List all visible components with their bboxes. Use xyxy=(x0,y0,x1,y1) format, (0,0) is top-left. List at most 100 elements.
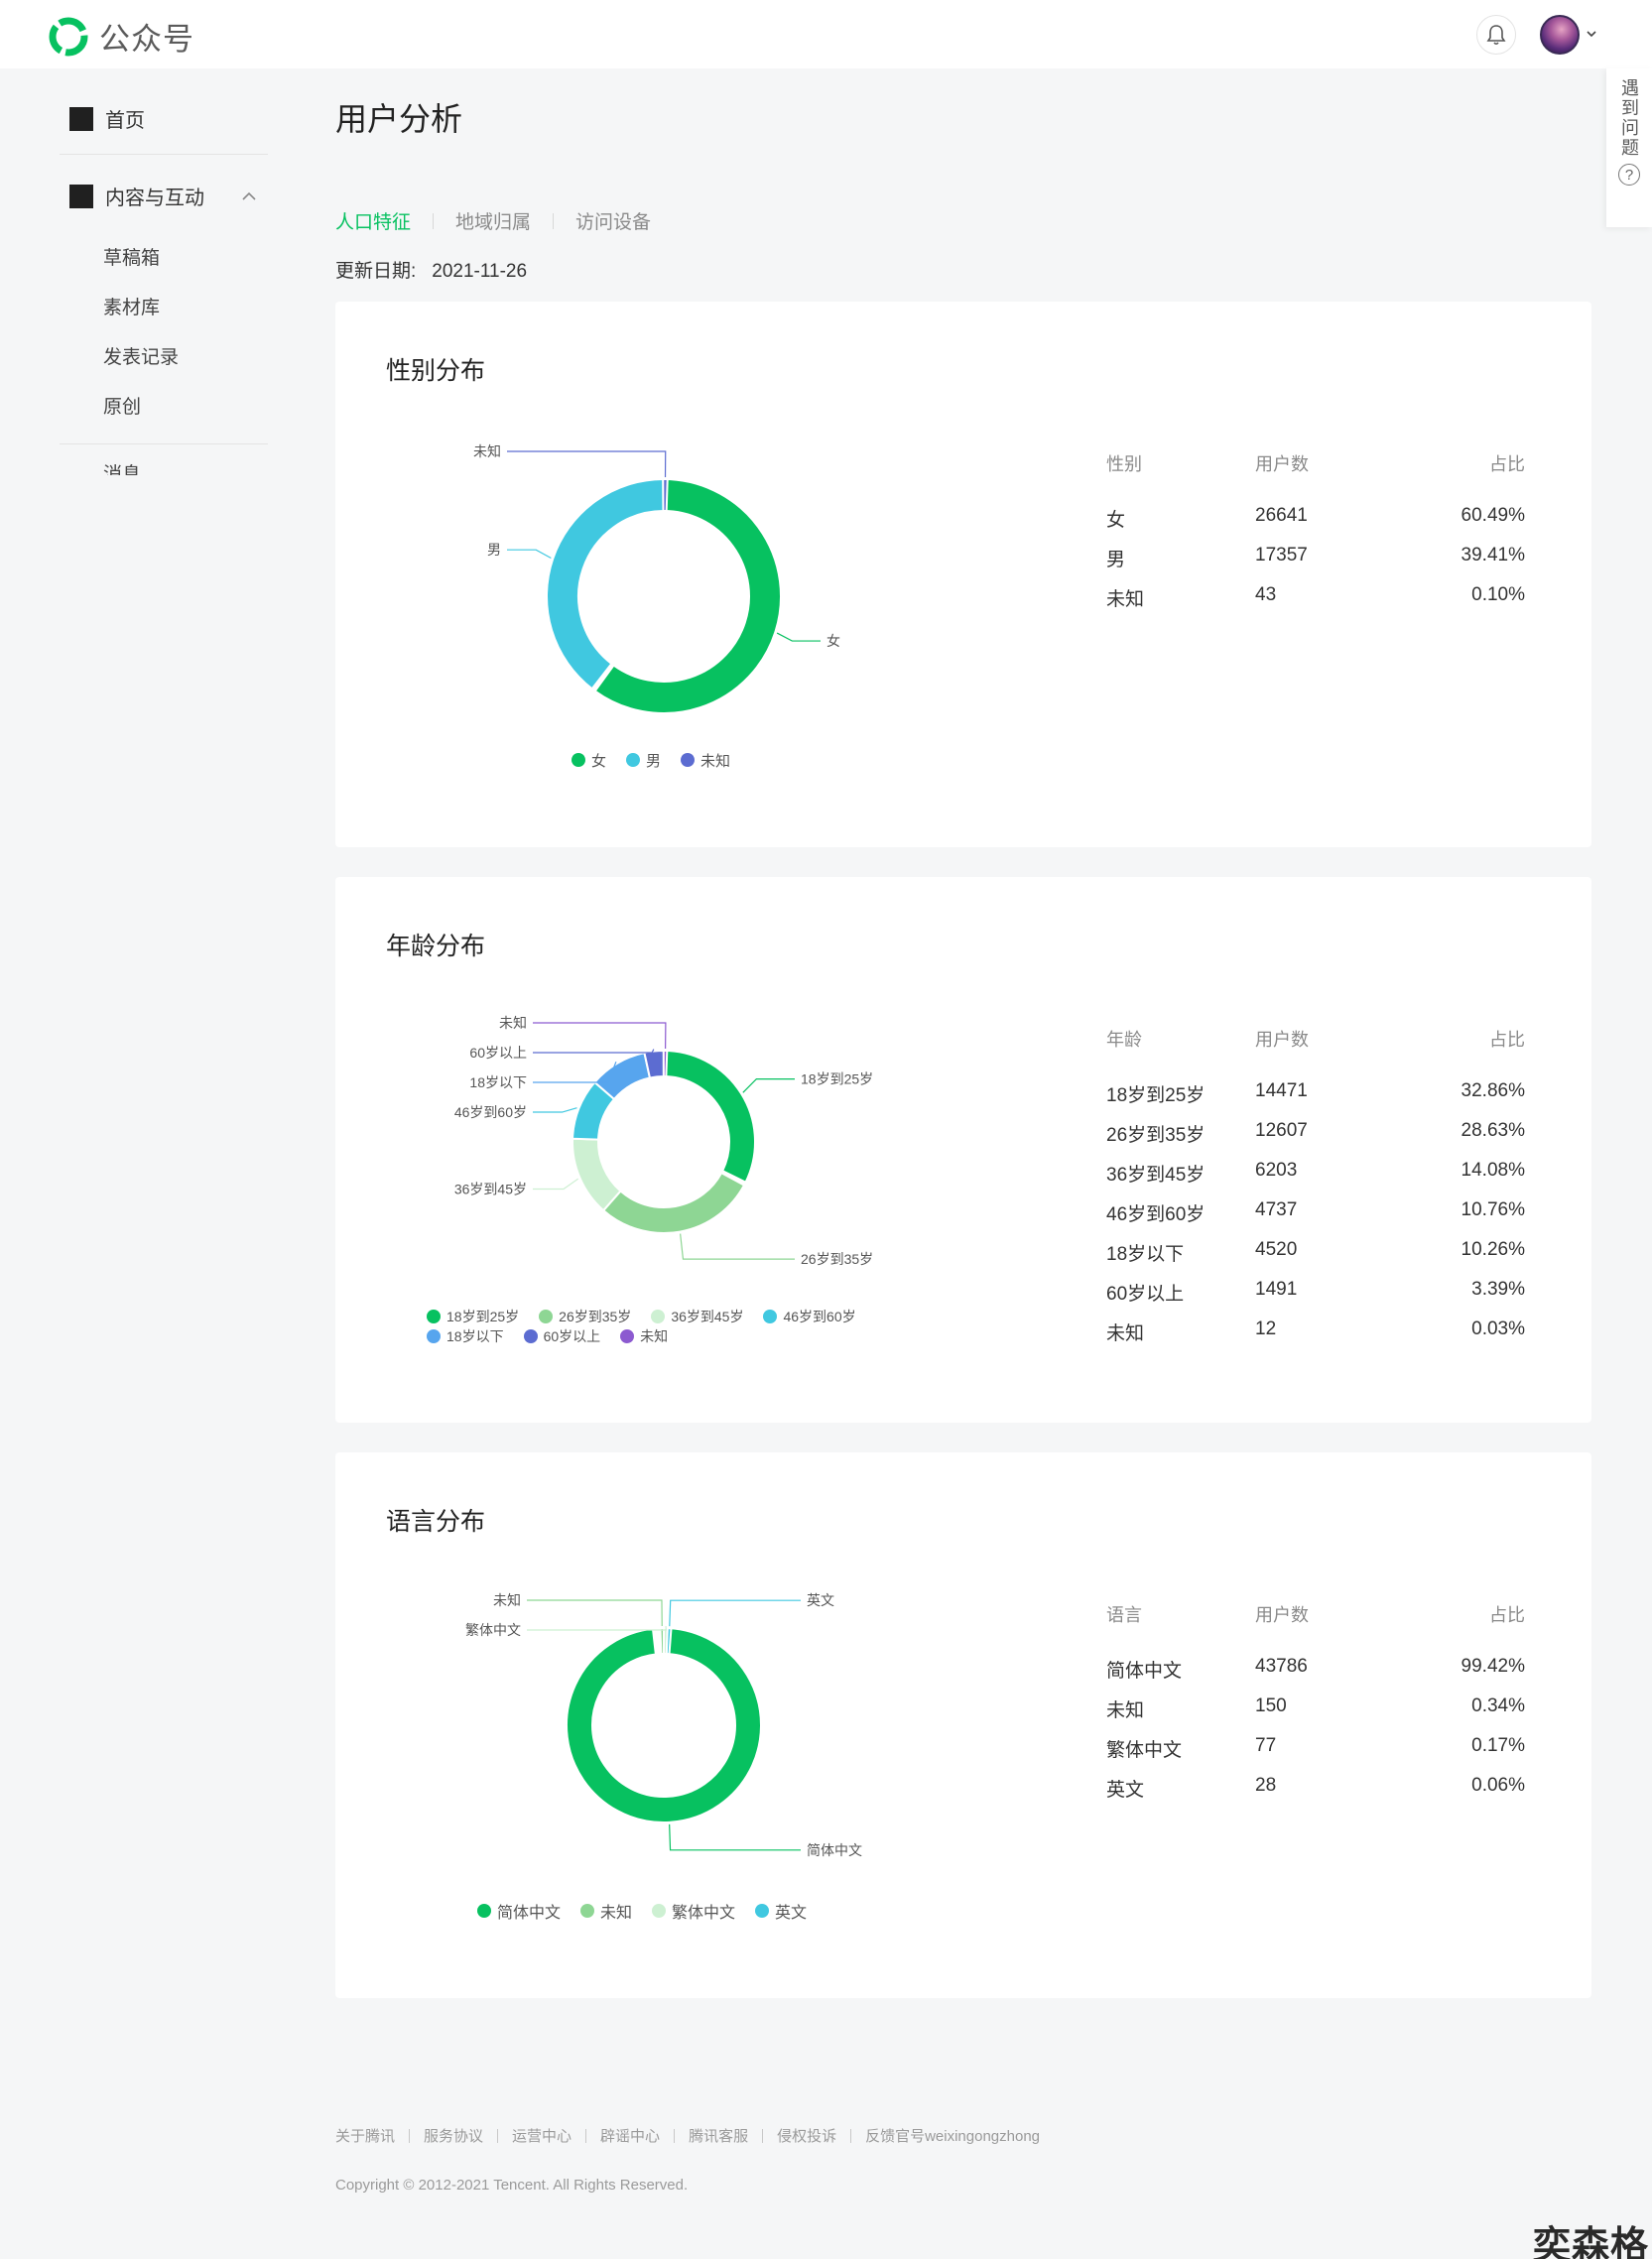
slice-label: 未知 xyxy=(493,1592,521,1608)
legend-item[interactable]: 英文 xyxy=(755,1901,807,1922)
sidebar-item-materials[interactable]: 素材库 xyxy=(103,298,161,318)
sidebar-group-content[interactable]: 内容与互动 xyxy=(69,182,258,210)
slice-label: 60岁以上 xyxy=(469,1045,527,1061)
legend-item[interactable]: 女 xyxy=(572,750,606,770)
help-tab[interactable]: 遇到问题 ? xyxy=(1606,68,1652,227)
sidebar-item-original[interactable]: 原创 xyxy=(103,397,142,418)
legend-item[interactable]: 46岁到60岁 xyxy=(763,1307,856,1326)
footer-link[interactable]: 辟谣中心 xyxy=(600,2128,661,2145)
column-header: 用户数 xyxy=(1255,1030,1309,1050)
table-cell: 32.86% xyxy=(1461,1080,1525,1101)
footer-link[interactable]: 反馈官号weixingongzhong xyxy=(865,2128,1041,2145)
language-card: 语言分布 英文 简体中文 未知 繁体中文 简体中文 未知 繁体中文 英文 语言 用户数 占比 简体… xyxy=(335,1452,1591,1998)
legend-label: 46岁到60岁 xyxy=(783,1309,856,1324)
footer-divider xyxy=(585,2128,587,2143)
notification-button[interactable] xyxy=(1476,15,1516,55)
footer-divider xyxy=(497,2128,499,2143)
label-line xyxy=(669,1823,801,1851)
legend-dot xyxy=(620,1329,635,1343)
brand-name: 公众号 xyxy=(99,22,194,57)
column-header: 占比 xyxy=(1489,454,1525,474)
donut-slice[interactable] xyxy=(593,477,782,714)
logo[interactable]: 公众号 xyxy=(48,14,194,59)
table-row: 46岁到60岁 4737 10.76% xyxy=(1106,1199,1525,1239)
donut-slice[interactable] xyxy=(601,1171,746,1234)
table-cell: 60.49% xyxy=(1461,505,1525,526)
sidebar-item-publish-records[interactable]: 发表记录 xyxy=(103,347,180,368)
avatar[interactable] xyxy=(1540,15,1580,55)
tab-region[interactable]: 地域归属 xyxy=(455,212,532,233)
legend-item[interactable]: 未知 xyxy=(681,750,730,770)
sidebar-item-messages[interactable]: 消息 xyxy=(103,464,142,475)
table-cell: 28.63% xyxy=(1461,1120,1525,1141)
tab-divider xyxy=(553,212,555,229)
donut-slice[interactable] xyxy=(665,1627,673,1656)
legend-label: 18岁到25岁 xyxy=(446,1309,520,1324)
tab-demographics[interactable]: 人口特征 xyxy=(335,212,412,233)
footer-divider xyxy=(850,2128,852,2143)
table-cell: 18岁到25岁 xyxy=(1106,1085,1206,1106)
legend-item[interactable]: 未知 xyxy=(580,1901,633,1922)
slice-label: 繁体中文 xyxy=(465,1622,521,1638)
legend-item[interactable]: 36岁到45岁 xyxy=(651,1307,743,1326)
table-row: 未知 43 0.10% xyxy=(1106,584,1525,624)
column-header: 年龄 xyxy=(1106,1030,1142,1050)
card-title: 语言分布 xyxy=(386,1508,486,1536)
legend-dot xyxy=(755,1904,770,1918)
footer-link[interactable]: 腾讯客服 xyxy=(689,2128,749,2145)
donut-slice[interactable] xyxy=(662,478,669,513)
slice-label: 26岁到35岁 xyxy=(801,1251,873,1267)
label-line xyxy=(507,450,667,478)
legend-item[interactable]: 简体中文 xyxy=(477,1901,561,1922)
legend-dot xyxy=(572,753,585,767)
donut-slice[interactable] xyxy=(572,1137,622,1212)
sidebar-item-home[interactable]: 首页 xyxy=(69,104,145,133)
footer-link[interactable]: 关于腾讯 xyxy=(335,2128,396,2145)
chevron-up-icon[interactable] xyxy=(240,188,258,205)
page-title: 用户分析 xyxy=(335,101,463,137)
gender-card: 性别分布 女未知男 女男未知 性别 用户数 占比女 26641 60.49% 男 17357… xyxy=(335,302,1591,847)
slice-label: 未知 xyxy=(473,443,501,459)
legend-label: 男 xyxy=(646,752,662,770)
legend-item[interactable]: 繁体中文 xyxy=(652,1901,735,1922)
legend-dot xyxy=(427,1310,441,1323)
legend-item[interactable]: 18岁到25岁 xyxy=(427,1307,519,1326)
legend-item[interactable]: 26岁到35岁 xyxy=(539,1307,631,1326)
legend-label: 未知 xyxy=(600,1905,633,1922)
label-line xyxy=(742,1078,795,1093)
footer-link[interactable]: 服务协议 xyxy=(424,2128,484,2145)
donut-slice[interactable] xyxy=(546,477,665,690)
donut-slice[interactable] xyxy=(662,1049,669,1078)
table-cell: 0.10% xyxy=(1471,584,1525,605)
tab-devices[interactable]: 访问设备 xyxy=(575,212,652,233)
table-header: 性别 用户数 占比 xyxy=(1106,450,1525,480)
legend-item[interactable]: 男 xyxy=(626,750,661,770)
legend-item[interactable]: 60岁以上 xyxy=(523,1326,601,1346)
legend-label: 60岁以上 xyxy=(543,1328,601,1344)
update-label: 更新日期: xyxy=(335,261,417,282)
sidebar: 首页 内容与互动 草稿箱 素材库 发表记录 原创 消息 xyxy=(0,68,278,485)
sidebar-divider xyxy=(60,443,268,444)
legend-item[interactable]: 未知 xyxy=(620,1326,668,1346)
footer-link[interactable]: 侵权投诉 xyxy=(777,2128,837,2145)
donut-slice[interactable] xyxy=(566,1626,762,1823)
footer-divider xyxy=(409,2128,411,2143)
label-line xyxy=(507,549,552,560)
chevron-down-icon[interactable] xyxy=(1586,28,1597,40)
gender-table: 性别 用户数 占比女 26641 60.49% 男 17357 39.41% 未知 43 0.10% xyxy=(1106,450,1525,624)
table-cell: 4520 xyxy=(1255,1239,1298,1260)
sidebar-item-drafts[interactable]: 草稿箱 xyxy=(103,248,161,269)
legend-dot xyxy=(681,753,696,767)
footer-link[interactable]: 运营中心 xyxy=(512,2128,572,2145)
table-cell: 男 xyxy=(1106,550,1126,570)
column-header: 用户数 xyxy=(1255,1605,1309,1625)
footer-divider xyxy=(762,2128,764,2143)
legend-item[interactable]: 18岁以下 xyxy=(427,1326,504,1346)
donut-slice[interactable] xyxy=(663,1049,756,1184)
footer-links: 关于腾讯 服务协议 运营中心 辟谣中心 腾讯客服 侵权投诉 反馈官号weixingongzh… xyxy=(335,2125,1040,2146)
table-cell: 36岁到45岁 xyxy=(1106,1165,1206,1186)
table-cell: 10.76% xyxy=(1461,1199,1525,1220)
slice-label: 男 xyxy=(487,542,501,558)
table-cell: 未知 xyxy=(1106,589,1145,610)
table-cell: 17357 xyxy=(1255,545,1308,565)
